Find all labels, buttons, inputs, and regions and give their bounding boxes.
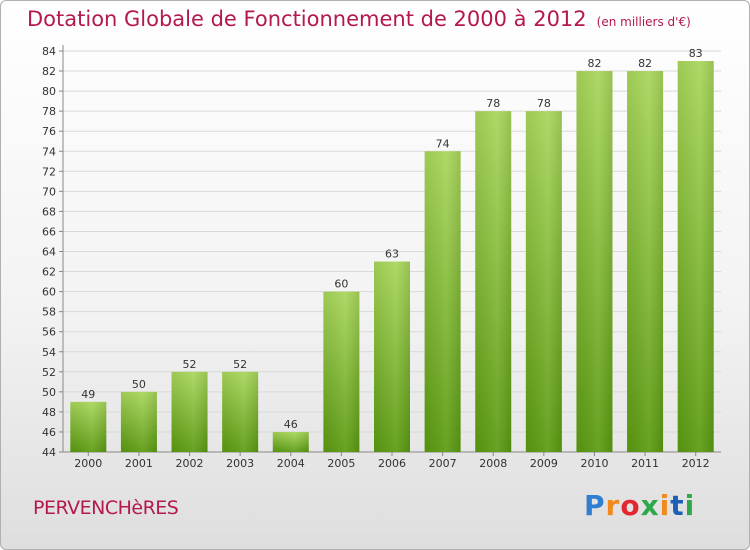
y-tick-label: 76 <box>42 125 56 138</box>
chart-title-text: Dotation Globale de Fonctionnement de 20… <box>27 7 587 31</box>
bar-shade <box>424 151 461 452</box>
bar-shade <box>120 391 157 452</box>
commune-name: PERVENCHèRES <box>33 497 179 519</box>
value-label: 63 <box>385 248 399 261</box>
value-label: 74 <box>436 137 450 150</box>
bar-shade <box>374 261 410 452</box>
y-tick-label: 84 <box>42 45 56 58</box>
bar-shade <box>677 61 714 453</box>
y-tick-label: 82 <box>42 65 56 78</box>
value-label: 60 <box>334 278 348 291</box>
y-tick-labels: 44 46 48 50 52 54 56 58 60 62 64 66 68 70 72 74 76 78 80 82… <box>42 45 56 459</box>
y-tick-label: 58 <box>42 306 56 319</box>
y-tick-label: 48 <box>42 406 56 419</box>
x-tick-label: 2008 <box>479 457 507 470</box>
y-tick-label: 60 <box>42 286 56 299</box>
bars <box>70 61 714 453</box>
bar-shade <box>222 371 259 452</box>
y-tick-label: 70 <box>42 185 56 198</box>
chart-unit: (en milliers d'€) <box>596 15 691 29</box>
y-tick-label: 50 <box>42 386 56 399</box>
y-tick-label: 68 <box>42 205 56 218</box>
value-label: 83 <box>689 47 703 60</box>
proxiti-logo: Proxiti <box>584 489 696 522</box>
x-tick-label: 2002 <box>176 457 204 470</box>
y-tick-label: 56 <box>42 326 56 339</box>
bar-shade <box>525 111 562 453</box>
value-label: 46 <box>284 418 298 431</box>
y-tick-label: 78 <box>42 105 56 118</box>
x-tick-label: 2007 <box>429 457 457 470</box>
x-tick-label: 2010 <box>580 457 608 470</box>
x-tick-label: 2005 <box>327 457 355 470</box>
value-label: 49 <box>81 388 95 401</box>
x-tick-label: 2001 <box>125 457 153 470</box>
bar-shade <box>576 71 613 453</box>
x-tick-label: 2000 <box>74 457 102 470</box>
x-tick-label: 2006 <box>378 457 406 470</box>
bar-shade <box>171 371 208 452</box>
y-tick-label: 44 <box>42 446 56 459</box>
y-tick-label: 52 <box>42 366 56 379</box>
x-tick-label: 2004 <box>277 457 305 470</box>
x-tick-label: 2011 <box>631 457 659 470</box>
y-tick-label: 62 <box>42 266 56 279</box>
value-label: 52 <box>183 358 197 371</box>
x-tick-label: 2012 <box>682 457 710 470</box>
y-tick-label: 80 <box>42 85 56 98</box>
bar-shade <box>627 71 664 453</box>
y-tick-label: 64 <box>42 246 56 259</box>
y-tick-label: 72 <box>42 165 56 178</box>
y-tick-label: 66 <box>42 225 56 238</box>
y-tick-label: 74 <box>42 145 56 158</box>
chart-title: Dotation Globale de Fonctionnement de 20… <box>27 7 691 31</box>
value-label: 82 <box>587 57 601 70</box>
x-tick-labels: 2000 2001 2002 2003 2004 2005 2006 2007 2008 2009… <box>74 457 709 470</box>
value-labels: 49 50 52 52 46 60 63 74 78 78 82 82 83 <box>81 47 702 431</box>
x-tick-label: 2009 <box>530 457 558 470</box>
value-label: 82 <box>638 57 652 70</box>
value-label: 50 <box>132 378 146 391</box>
value-label: 78 <box>537 97 551 110</box>
bar-shade <box>323 291 360 452</box>
x-tick-label: 2003 <box>226 457 254 470</box>
bar-shade <box>272 431 309 452</box>
value-label: 52 <box>233 358 247 371</box>
bar-shade <box>70 401 107 452</box>
value-label: 78 <box>486 97 500 110</box>
bar-shade <box>475 111 512 453</box>
y-tick-label: 46 <box>42 426 56 439</box>
y-tick-label: 54 <box>42 346 56 359</box>
